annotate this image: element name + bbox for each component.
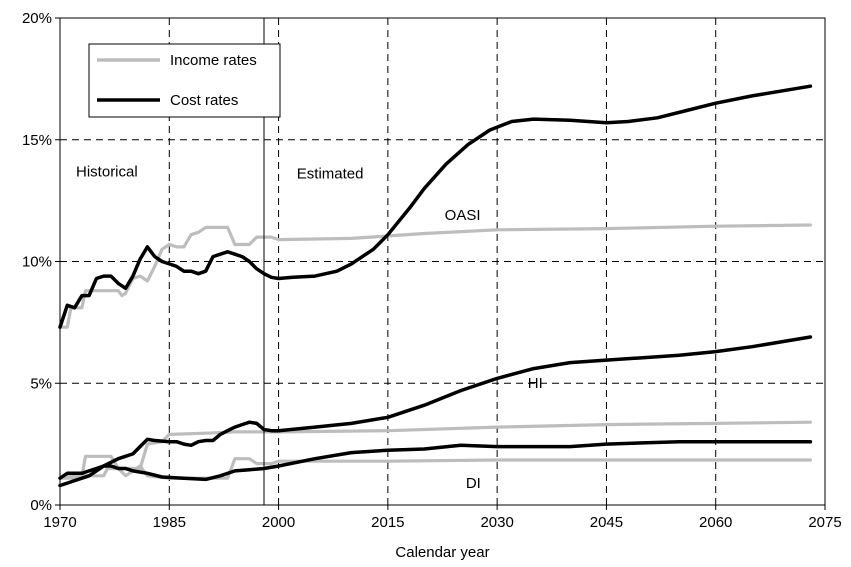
- x-tick-label: 2015: [371, 514, 404, 531]
- historical-label: Historical: [76, 163, 138, 180]
- x-tick-label: 1985: [153, 514, 186, 531]
- hi-income-rate-line: [58, 420, 812, 480]
- oasi-income-rate-line: [58, 223, 812, 329]
- di-cost-rate-line: [58, 439, 813, 482]
- gridlines: [60, 18, 825, 505]
- x-tick-label: 2030: [480, 514, 513, 531]
- y-tick-label: 10%: [22, 254, 52, 271]
- estimated-label: Estimated: [297, 166, 364, 183]
- x-axis-title: Calendar year: [395, 544, 489, 561]
- y-tick-label: 20%: [22, 10, 52, 27]
- di-label: DI: [466, 475, 481, 492]
- oasi-cost-rate-line: [58, 84, 813, 329]
- hi-label: HI: [528, 375, 543, 392]
- oasi-label: OASI: [445, 207, 481, 224]
- y-tick-label: 15%: [22, 132, 52, 149]
- x-tick-label: 2075: [808, 514, 841, 531]
- y-tick-label: 5%: [30, 375, 52, 392]
- series-lines: [58, 84, 813, 488]
- legend: Income rates Cost rates: [88, 43, 281, 118]
- legend-label-income: Income rates: [170, 52, 257, 69]
- legend-label-cost: Cost rates: [170, 92, 238, 109]
- x-tick-label: 2045: [590, 514, 623, 531]
- x-tick-label: 1970: [43, 514, 76, 531]
- x-tick-label: 2060: [699, 514, 732, 531]
- axis-ticks: 1970 1985 2000 2015 2030 2045 2060 2075 0% 5% 10% 1…: [22, 10, 842, 531]
- x-tick-label: 2000: [262, 514, 295, 531]
- y-tick-label: 0%: [30, 497, 52, 514]
- di-income-rate-line: [58, 457, 812, 480]
- hi-cost-rate-line: [58, 335, 813, 488]
- legend-box: [88, 43, 281, 118]
